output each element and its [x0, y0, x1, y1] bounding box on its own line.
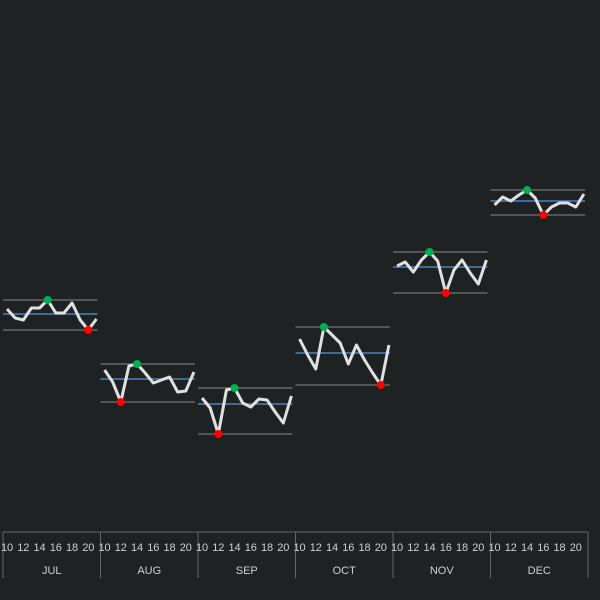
x-tick-label: 18	[66, 542, 78, 554]
min-point	[116, 398, 125, 406]
x-tick-label: 12	[212, 542, 224, 554]
x-tick-label: 18	[456, 542, 468, 554]
x-tick-label: 18	[261, 542, 273, 554]
x-tick-label: 14	[228, 542, 240, 554]
x-tick-label: 20	[82, 542, 94, 554]
sparkline	[200, 386, 293, 436]
x-tick-label: 20	[472, 542, 484, 554]
x-tick-label: 12	[505, 542, 517, 554]
x-tick-label: 16	[50, 542, 62, 554]
min-point	[376, 381, 385, 389]
x-tick-label: 12	[115, 542, 127, 554]
max-point	[319, 323, 328, 331]
x-tick-label: 20	[277, 542, 289, 554]
sparkline	[396, 250, 488, 295]
x-tick-label: 12	[17, 542, 29, 554]
min-point	[214, 430, 223, 438]
x-tick-label: 14	[521, 542, 533, 554]
min-point	[539, 211, 548, 219]
x-tick-label: 16	[440, 542, 452, 554]
month-label: SEP	[236, 565, 258, 577]
month-label: DEC	[528, 565, 551, 577]
x-tick-label: 10	[196, 542, 208, 554]
x-tick-label: 10	[488, 542, 500, 554]
x-tick-label: 16	[342, 542, 354, 554]
max-point	[133, 360, 142, 368]
min-point	[441, 289, 450, 297]
x-tick-label: 18	[553, 542, 565, 554]
x-tick-label: 18	[358, 542, 370, 554]
x-tick-label: 20	[570, 542, 582, 554]
month-label: JUL	[42, 565, 62, 577]
max-point	[523, 186, 532, 194]
x-tick-label: 10	[98, 542, 110, 554]
month-label: NOV	[430, 565, 455, 577]
x-tick-label: 16	[245, 542, 257, 554]
max-point	[230, 384, 239, 392]
sparkline	[493, 188, 586, 217]
x-tick-label: 14	[131, 542, 143, 554]
x-tick-label: 10	[293, 542, 305, 554]
x-tick-label: 18	[163, 542, 175, 554]
sparkline	[5, 298, 98, 332]
x-tick-label: 16	[147, 542, 159, 554]
x-tick-label: 12	[310, 542, 322, 554]
x-tick-label: 14	[326, 542, 338, 554]
x-tick-label: 12	[407, 542, 419, 554]
max-point	[425, 248, 434, 256]
x-tick-label: 20	[180, 542, 192, 554]
x-tick-label: 10	[391, 542, 403, 554]
min-point	[84, 326, 93, 334]
month-label: OCT	[333, 565, 357, 577]
x-tick-label: 14	[33, 542, 45, 554]
month-label: AUG	[137, 565, 161, 577]
x-tick-label: 10	[1, 542, 13, 554]
max-point	[43, 296, 52, 304]
sparkline	[298, 325, 391, 387]
x-tick-label: 14	[423, 542, 435, 554]
x-tick-label: 20	[375, 542, 387, 554]
x-tick-label: 16	[537, 542, 549, 554]
